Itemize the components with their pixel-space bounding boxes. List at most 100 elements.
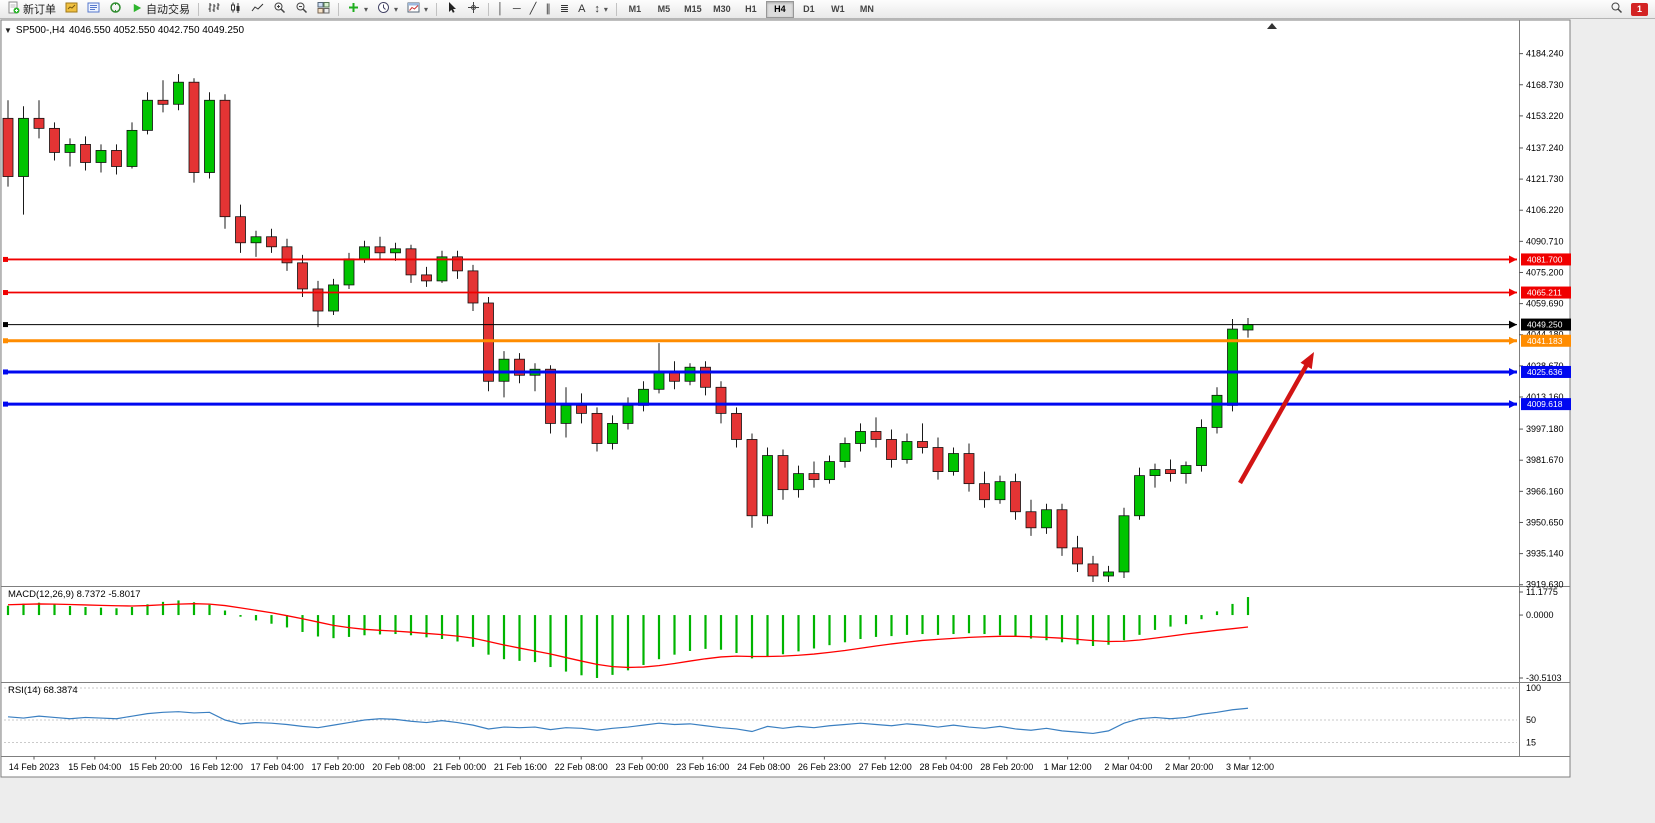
svg-text:4121.730: 4121.730 — [1526, 174, 1564, 184]
new-order-icon — [7, 1, 20, 17]
dropdown-caret-icon: ▾ — [364, 4, 369, 14]
timeframe-button-h4[interactable]: H4 — [765, 0, 794, 18]
bar-chart-icon — [207, 1, 220, 17]
arrows-tool-button[interactable]: ↕ ▾ — [590, 0, 612, 18]
svg-text:0.0000: 0.0000 — [1526, 610, 1554, 620]
candle-chart-mode-button[interactable] — [225, 0, 246, 18]
svg-text:4009.618: 4009.618 — [1527, 399, 1563, 409]
svg-text:3950.650: 3950.650 — [1526, 517, 1564, 527]
indicators-add-icon — [347, 1, 360, 17]
market-watch-button[interactable] — [61, 0, 82, 18]
channel-icon: ∥ — [545, 3, 551, 15]
svg-text:4025.636: 4025.636 — [1527, 367, 1563, 377]
text-tool-button[interactable]: A — [574, 0, 589, 18]
svg-text:15: 15 — [1526, 737, 1536, 747]
zoom-out-button[interactable] — [291, 0, 312, 18]
search-icon — [1610, 1, 1623, 17]
timeframe-button-m1[interactable]: M1 — [628, 4, 642, 14]
periods-button[interactable]: ▾ — [373, 0, 402, 18]
chart-title-bar: ▼ SP500-,H4 4046.550 4052.550 4042.750 4… — [4, 25, 244, 36]
svg-text:20 Feb 08:00: 20 Feb 08:00 — [372, 762, 425, 772]
svg-text:15 Feb 04:00: 15 Feb 04:00 — [68, 762, 121, 772]
svg-text:21 Feb 16:00: 21 Feb 16:00 — [494, 762, 547, 772]
svg-text:26 Feb 23:00: 26 Feb 23:00 — [798, 762, 851, 772]
toolbar-right-group: 1 — [1606, 0, 1652, 18]
new-order-button[interactable]: 新订单 — [3, 0, 60, 18]
svg-text:11.1775: 11.1775 — [1526, 587, 1558, 597]
svg-text:21 Feb 00:00: 21 Feb 00:00 — [433, 762, 486, 772]
fibonacci-tool-button[interactable]: ≣ — [556, 0, 573, 18]
trendline-tool-button[interactable]: ╱ — [526, 0, 541, 18]
zoom-in-icon — [273, 1, 286, 17]
toolbar-separator — [615, 2, 617, 16]
templates-button[interactable]: ▾ — [403, 0, 432, 18]
svg-text:4106.220: 4106.220 — [1526, 205, 1564, 215]
one-click-collapse-icon[interactable]: ▼ — [4, 26, 12, 35]
autotrading-button[interactable]: 自动交易 — [127, 0, 194, 18]
macd-panel[interactable]: 11.1775 0.0000 -30.5103 — [6, 587, 1562, 683]
svg-text:4059.690: 4059.690 — [1526, 299, 1564, 309]
svg-text:23 Feb 16:00: 23 Feb 16:00 — [676, 762, 729, 772]
svg-text:15 Feb 20:00: 15 Feb 20:00 — [129, 762, 182, 772]
zoom-out-icon — [295, 1, 308, 17]
ohlc-values-label: 4046.550 4052.550 4042.750 4049.250 — [68, 25, 245, 36]
timeframe-button-m30[interactable]: M30 — [713, 4, 731, 14]
new-order-label: 新订单 — [23, 4, 56, 16]
data-window-button[interactable] — [83, 0, 104, 18]
svg-text:14 Feb 2023: 14 Feb 2023 — [9, 762, 60, 772]
svg-text:4049.250: 4049.250 — [1527, 320, 1563, 330]
timeframe-button-h1[interactable]: H1 — [745, 4, 757, 14]
timeframe-button-mn[interactable]: MN — [859, 4, 874, 14]
indicators-button[interactable]: ▾ — [343, 0, 372, 18]
svg-text:16 Feb 12:00: 16 Feb 12:00 — [190, 762, 243, 772]
timeframe-button-m5[interactable]: M5 — [657, 4, 671, 14]
symbol-period-label: SP500-,H4 — [15, 25, 65, 36]
vertical-line-tool-button[interactable]: │ — [493, 0, 508, 18]
zoom-in-button[interactable] — [269, 0, 290, 18]
svg-text:4168.730: 4168.730 — [1526, 80, 1564, 90]
time-axis[interactable]: 14 Feb 2023 15 Feb 04:00 15 Feb 20:00 16 Fe… — [9, 756, 1274, 773]
channel-tool-button[interactable]: ∥ — [541, 0, 555, 18]
svg-text:4090.710: 4090.710 — [1526, 236, 1564, 246]
svg-text:2 Mar 04:00: 2 Mar 04:00 — [1104, 762, 1152, 772]
search-button[interactable] — [1606, 0, 1627, 18]
cursor-icon — [445, 1, 458, 17]
timeframe-button-w1[interactable]: W1 — [831, 4, 845, 14]
main-toolbar: 新订单 自动交易 ▾ ▾ ▾ — [0, 0, 1655, 19]
svg-text:4041.183: 4041.183 — [1527, 336, 1563, 346]
timeframe-toolbar: M1 M5 M15 M30 H1 H4 D1 W1 MN — [621, 0, 881, 18]
line-chart-icon — [251, 1, 264, 17]
data-window-icon — [87, 1, 100, 17]
rsi-panel[interactable]: 100 50 15 — [4, 683, 1541, 747]
template-icon — [407, 1, 420, 17]
line-chart-mode-button[interactable] — [247, 0, 268, 18]
bar-chart-mode-button[interactable] — [203, 0, 224, 18]
horizontal-line-tool-button[interactable]: ─ — [509, 0, 525, 18]
svg-text:28 Feb 04:00: 28 Feb 04:00 — [919, 762, 972, 772]
svg-text:3966.160: 3966.160 — [1526, 486, 1564, 496]
text-tool-icon: A — [578, 3, 586, 15]
svg-text:3997.180: 3997.180 — [1526, 424, 1564, 434]
svg-text:3 Mar 12:00: 3 Mar 12:00 — [1226, 762, 1274, 772]
crosshair-tool-button[interactable] — [463, 0, 484, 18]
tile-windows-icon — [317, 1, 330, 17]
arrows-tool-icon: ↕ — [594, 3, 600, 15]
annotation-arrow[interactable] — [1238, 352, 1314, 485]
svg-text:4184.240: 4184.240 — [1526, 49, 1564, 59]
svg-text:4081.700: 4081.700 — [1527, 254, 1563, 264]
cursor-tool-button[interactable] — [441, 0, 462, 18]
navigator-button[interactable] — [105, 0, 126, 18]
svg-text:1 Mar 12:00: 1 Mar 12:00 — [1044, 762, 1092, 772]
timeframe-button-m15[interactable]: M15 — [684, 4, 702, 14]
price-axis[interactable]: 4184.240 4168.730 4153.220 4137.240 4121.730… — [1519, 49, 1571, 590]
notification-badge[interactable]: 1 — [1631, 2, 1648, 16]
dropdown-caret-icon: ▾ — [394, 4, 399, 14]
svg-text:100: 100 — [1526, 683, 1541, 693]
crosshair-icon — [467, 1, 480, 17]
price-levels-layer[interactable] — [3, 255, 1517, 409]
timeframe-button-d1[interactable]: D1 — [803, 4, 815, 14]
svg-text:4028.670: 4028.670 — [1526, 361, 1564, 371]
svg-text:4013.160: 4013.160 — [1526, 392, 1564, 402]
tile-windows-button[interactable] — [313, 0, 334, 18]
